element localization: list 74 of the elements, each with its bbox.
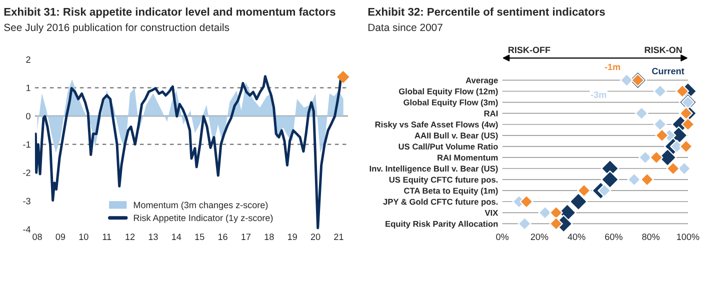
x-tick-label: 21 (334, 234, 344, 240)
text: RISK-OFF (508, 46, 550, 54)
point (598, 184, 612, 198)
x-tick-label: 09 (56, 234, 66, 240)
text: RISK-ON (644, 46, 682, 54)
y-tick-label: CTA Beta to Equity (1m) (404, 188, 498, 196)
x-tick-label: 11 (102, 234, 112, 240)
point (549, 206, 563, 220)
y-tick-label: -4 (23, 226, 31, 232)
chart-title: Exhibit 32: Percentile of sentiment indicators (368, 8, 605, 16)
point (620, 73, 634, 87)
x-tick-label: 0% (496, 234, 509, 240)
x-tick-label: 12 (126, 234, 135, 240)
y-tick-label: VIX (484, 210, 498, 216)
x-tick-label: 17 (242, 234, 251, 240)
x-tick-label: 20 (310, 234, 320, 240)
y-tick-label: Risky vs Safe Asset Flows (4w) (375, 121, 498, 130)
point (538, 206, 552, 220)
x-tick-label: 08 (32, 234, 42, 240)
legend-label: Momentum (3m changes z-score) (134, 202, 268, 210)
point (518, 216, 532, 230)
y-tick-label: RAI (484, 110, 498, 116)
series-label: -1m (604, 64, 620, 70)
y-tick-label: 0 (26, 112, 30, 120)
y-tick-label: Global Equity Flow (12m) (398, 88, 498, 96)
point (666, 162, 680, 176)
y-tick-label: Equity Risk Parity Allocation (386, 220, 498, 228)
point (655, 128, 669, 142)
x-tick-label: 80% (642, 234, 660, 240)
y-tick-label: 1 (26, 84, 30, 91)
y-tick-label: -1 (23, 141, 30, 148)
chart-title: Exhibit 31: Risk appetite indicator level and momentum factors (4, 8, 336, 18)
x-tick-label: 19 (288, 234, 297, 240)
chart-subtitle: See July 2016 publication for construction details (4, 23, 230, 34)
y-tick-label: Global Equity Flow (3m) (404, 99, 498, 108)
y-tick-label: 2 (26, 56, 30, 63)
text: Data since 2007 (368, 23, 442, 32)
x-tick-label: 14 (172, 234, 182, 240)
series-label: Current (652, 68, 684, 74)
x-tick-label: 13 (148, 234, 158, 240)
x-tick-label: 60% (605, 234, 622, 240)
y-tick-label: Average (466, 77, 498, 85)
x-tick-label: 10 (79, 234, 88, 240)
y-tick-label: RAI Momentum (438, 154, 498, 161)
y-tick-label: AAII Bull v. Bear (US) (414, 132, 498, 140)
text: -3m (590, 92, 606, 98)
point (634, 106, 648, 120)
point (679, 106, 693, 120)
y-tick-label: -2 (23, 170, 30, 176)
point (600, 170, 620, 189)
point (653, 118, 667, 132)
point (577, 184, 591, 198)
y-tick-label: -3 (23, 198, 30, 204)
y-tick-label: JPY & Gold CFTC future pos. (383, 198, 498, 206)
point (627, 172, 641, 186)
x-tick-label: 20% (530, 234, 548, 240)
point (679, 140, 693, 154)
x-tick-label: 15 (195, 234, 204, 240)
y-tick-label: Inv. Intelligence Bull v. Bear (US) (370, 165, 498, 174)
y-tick-label: US Call/Put Volume Ratio (398, 143, 498, 150)
point (650, 150, 664, 164)
x-tick-label: 100% (677, 234, 700, 240)
x-tick-label: 16 (218, 234, 228, 240)
point (681, 118, 695, 132)
legend-label: Risk Appetite Indicator (1y z-score) (134, 214, 273, 223)
point (653, 84, 667, 98)
point (569, 192, 588, 211)
point (549, 216, 563, 230)
x-tick-label: 18 (264, 234, 274, 240)
y-tick-label: US Equity CFTC future pos. (389, 176, 498, 184)
point (640, 172, 654, 186)
x-tick-label: 40% (568, 234, 586, 240)
point (520, 194, 534, 208)
point (676, 84, 690, 98)
